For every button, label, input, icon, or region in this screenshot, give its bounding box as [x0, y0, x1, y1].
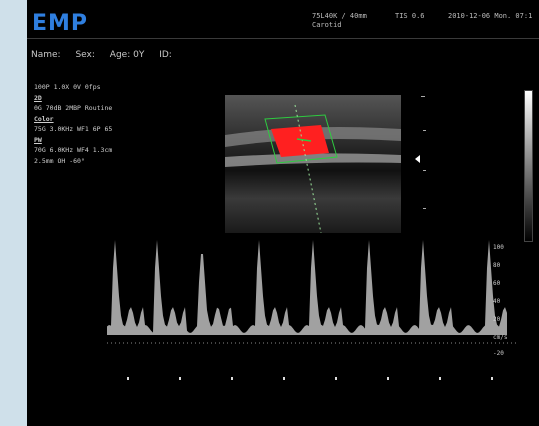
depth-tick	[421, 96, 425, 97]
doppler-spectrum	[107, 240, 517, 380]
time-tick	[283, 377, 285, 380]
time-tick	[179, 377, 181, 380]
bmode-image	[225, 95, 401, 233]
param-color: 75G 3.0KHz WF1 6P 65	[34, 125, 113, 133]
scale-100: 100	[493, 244, 504, 251]
grayscale-bar	[524, 90, 533, 242]
spectral-waveform	[107, 240, 507, 335]
time-tick	[387, 377, 389, 380]
param-2d-heading: 2D	[34, 93, 42, 102]
time-tick	[127, 377, 129, 380]
color-flow-region	[271, 125, 329, 157]
ultrasound-screen: EMP 75L40K / 40mm Carotid TIS 0.6 2010-1…	[27, 0, 539, 426]
probe-label: 75L40K / 40mm	[312, 12, 367, 20]
imaging-parameters: 100P 1.0X 0V 0fps 2D 0G 70dB 2MBP Routin…	[34, 82, 112, 166]
tis-label: TIS 0.6	[395, 12, 425, 20]
scale-unit: cm/s	[493, 334, 508, 341]
patient-age: Age: 0Y	[109, 50, 145, 60]
patient-name: Name:	[31, 50, 61, 60]
depth-tick	[423, 130, 426, 131]
time-tick	[335, 377, 337, 380]
scale-20: 20	[493, 316, 501, 323]
emp-logo: EMP	[32, 11, 89, 36]
time-tick	[231, 377, 233, 380]
time-tick	[491, 377, 493, 380]
patient-info: Name: Sex: Age: 0Y ID:	[31, 50, 184, 60]
scale-60: 60	[493, 280, 501, 287]
scale-neg20: -20	[493, 350, 504, 357]
param-pw-1: 70G 6.0KHz WF4 1.3cm	[34, 146, 113, 154]
param-pw-heading: PW	[34, 135, 42, 144]
doppler-cursor-line[interactable]	[294, 104, 322, 233]
scale-40: 40	[493, 298, 501, 305]
patient-id: ID:	[159, 50, 172, 60]
sample-volume-gate[interactable]	[296, 138, 312, 142]
preset-label: Carotid	[312, 21, 342, 29]
header-divider	[27, 38, 539, 39]
patient-sex: Sex:	[75, 50, 95, 60]
datetime-label: 2010-12-06 Mon. 07:1	[448, 12, 533, 20]
time-tick	[439, 377, 441, 380]
vessel-wall-bottom	[225, 153, 401, 167]
focus-arrow-icon	[415, 155, 420, 163]
scale-80: 80	[493, 262, 501, 269]
depth-tick	[423, 170, 426, 171]
param-general: 100P 1.0X 0V 0fps	[34, 83, 101, 91]
param-color-heading: Color	[34, 114, 54, 123]
param-pw-2: 2.5mm OH -60°	[34, 156, 85, 165]
color-roi-box[interactable]	[264, 114, 338, 164]
param-2d: 0G 70dB 2MBP Routine	[34, 104, 113, 112]
depth-tick	[423, 208, 426, 209]
